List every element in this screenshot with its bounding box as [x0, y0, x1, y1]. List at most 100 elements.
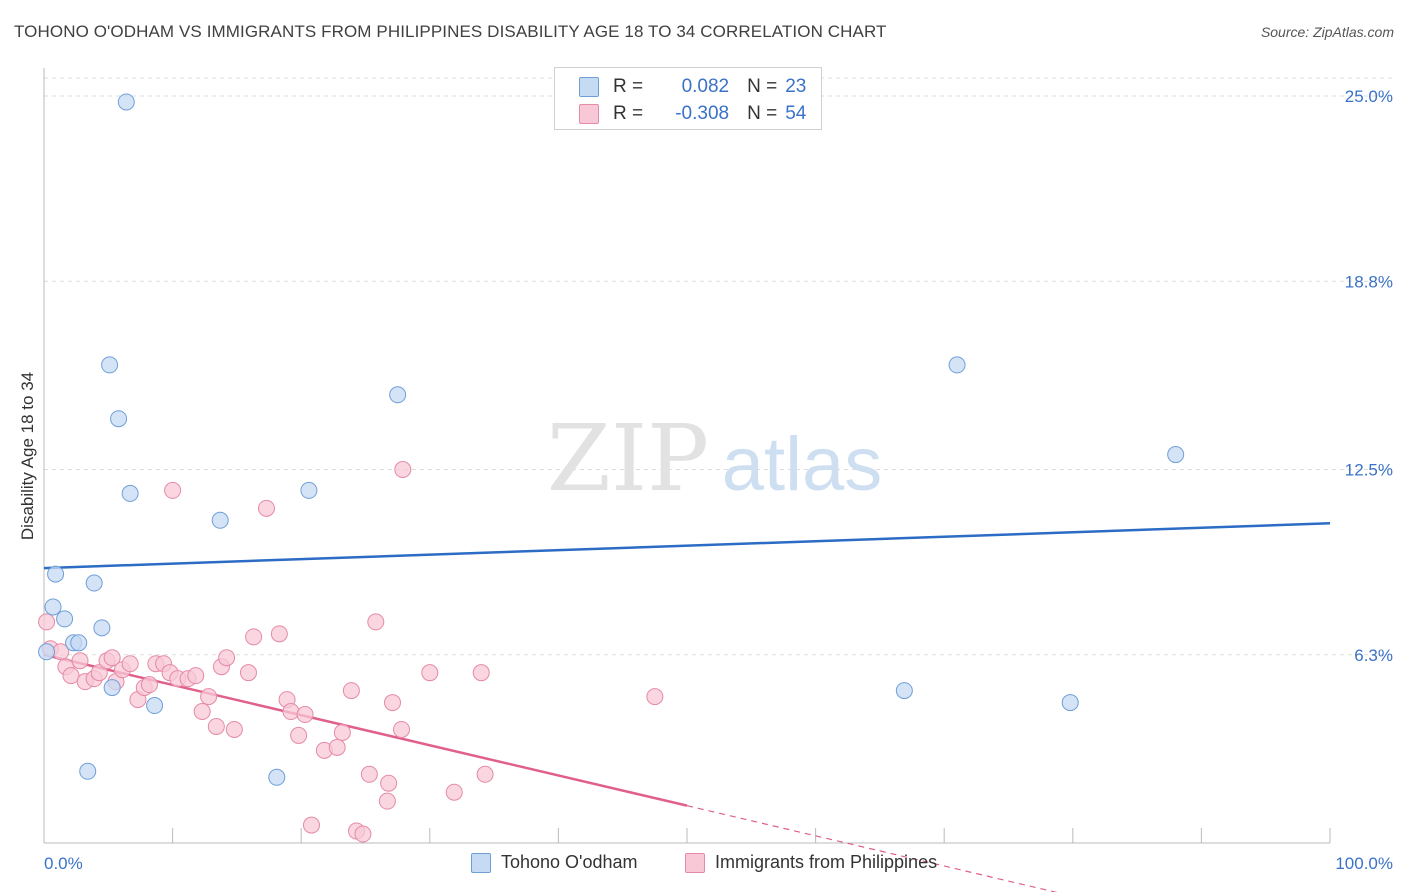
point-philippines — [472, 664, 490, 682]
stats-n-value-tohono: 23 — [785, 76, 807, 97]
point-tohono — [56, 610, 74, 628]
point-tohono — [85, 574, 103, 592]
point-tohono — [117, 93, 135, 111]
stats-r-value-tohono: 0.082 — [681, 76, 730, 97]
point-philippines — [333, 723, 351, 741]
point-tohono — [70, 634, 88, 652]
point-philippines — [282, 703, 300, 721]
stats-swatch-philippines — [579, 104, 599, 124]
point-philippines — [193, 703, 211, 721]
point-philippines — [302, 816, 320, 834]
y-axis-label: Disability Age 18 to 34 — [18, 372, 37, 540]
point-philippines — [354, 825, 372, 843]
watermark-atlas: atlas — [722, 422, 883, 507]
point-philippines — [38, 613, 56, 631]
point-tohono — [211, 511, 229, 529]
stats-n-label: N = — [747, 76, 778, 97]
point-tohono — [1167, 446, 1185, 464]
point-philippines — [90, 664, 108, 682]
stats-row-philippines: R = -0.308 N = 54 — [579, 102, 806, 126]
point-tohono — [47, 565, 65, 583]
point-tohono — [389, 386, 407, 404]
point-philippines — [384, 694, 402, 712]
point-tohono — [101, 356, 119, 374]
chart-title: TOHONO O'ODHAM VS IMMIGRANTS FROM PHILIP… — [14, 22, 887, 41]
point-philippines — [164, 481, 182, 499]
legend-item-philippines[interactable]: Immigrants from Philippines — [685, 852, 937, 873]
legend-label-tohono: Tohono O'odham — [501, 852, 638, 872]
stats-r-label: R = — [613, 103, 644, 124]
point-philippines — [367, 613, 385, 631]
point-philippines — [187, 667, 205, 685]
point-tohono — [44, 598, 62, 616]
point-philippines — [200, 688, 218, 706]
trend-line-solid — [43, 653, 688, 807]
series-legend: Tohono O'odham Immigrants from Philippin… — [0, 852, 1406, 876]
point-tohono — [895, 682, 913, 700]
trend-line-solid — [43, 522, 1331, 570]
y-tick-label: 12.5% — [1345, 461, 1393, 480]
point-tohono — [1061, 694, 1079, 712]
point-philippines — [296, 706, 314, 724]
watermark-zip: ZIP — [547, 405, 709, 512]
point-philippines — [394, 461, 412, 478]
point-philippines — [270, 625, 288, 643]
y-tick-label: 18.8% — [1345, 272, 1393, 291]
point-tohono — [93, 619, 111, 637]
point-tohono — [948, 356, 966, 374]
x-tick-label: 0.0% — [44, 854, 83, 873]
y-tick-label: 6.3% — [1354, 646, 1393, 665]
stats-n-label: N = — [747, 103, 778, 124]
point-philippines — [218, 649, 236, 667]
legend-item-tohono[interactable]: Tohono O'odham — [471, 852, 638, 873]
point-philippines — [62, 667, 80, 685]
point-philippines — [121, 655, 139, 673]
watermark: ZIP atlas — [547, 405, 882, 512]
stats-row-tohono: R = 0.082 N = 23 — [579, 75, 806, 99]
stats-n-value-philippines: 54 — [785, 103, 807, 124]
axes — [43, 68, 1331, 844]
point-philippines — [245, 628, 263, 646]
point-philippines — [103, 649, 121, 667]
point-philippines — [342, 682, 360, 700]
point-philippines — [646, 688, 664, 706]
point-tohono — [121, 484, 139, 502]
trend-line-dashed — [686, 805, 1058, 892]
legend-swatch-tohono — [471, 852, 491, 873]
point-philippines — [378, 792, 396, 810]
point-philippines — [380, 774, 398, 792]
y-tick-label: 25.0% — [1345, 87, 1393, 106]
tick-labels: 6.3% 12.5% 18.8% 25.0% 0.0% 100.0% — [44, 87, 1393, 873]
stats-swatch-tohono — [579, 77, 599, 97]
data-points — [38, 93, 1185, 843]
point-philippines — [239, 664, 257, 682]
x-tick-label: 100.0% — [1335, 854, 1393, 873]
point-philippines — [393, 720, 411, 738]
point-philippines — [421, 664, 439, 682]
point-philippines — [207, 717, 225, 735]
point-philippines — [71, 652, 89, 670]
point-tohono — [38, 643, 56, 661]
point-philippines — [445, 783, 463, 801]
source-label: Source: ZipAtlas.com — [1260, 24, 1394, 40]
point-philippines — [328, 738, 346, 756]
legend-label-philippines: Immigrants from Philippines — [715, 852, 938, 872]
stats-r-value-philippines: -0.308 — [675, 103, 730, 124]
point-philippines — [360, 765, 378, 783]
point-tohono — [268, 768, 286, 786]
point-philippines — [225, 720, 243, 738]
point-tohono — [103, 679, 121, 697]
point-tohono — [146, 697, 164, 715]
point-philippines — [290, 726, 308, 744]
point-tohono — [79, 762, 97, 780]
gridlines — [44, 77, 1394, 656]
point-tohono — [300, 481, 318, 499]
point-philippines — [140, 676, 158, 694]
point-philippines — [257, 499, 275, 517]
stats-legend: R = 0.082 N = 23 R = -0.308 N = 54 — [554, 67, 822, 130]
point-tohono — [110, 410, 128, 428]
point-philippines — [476, 765, 494, 783]
stats-r-label: R = — [613, 76, 644, 97]
legend-swatch-philippines — [685, 852, 705, 873]
